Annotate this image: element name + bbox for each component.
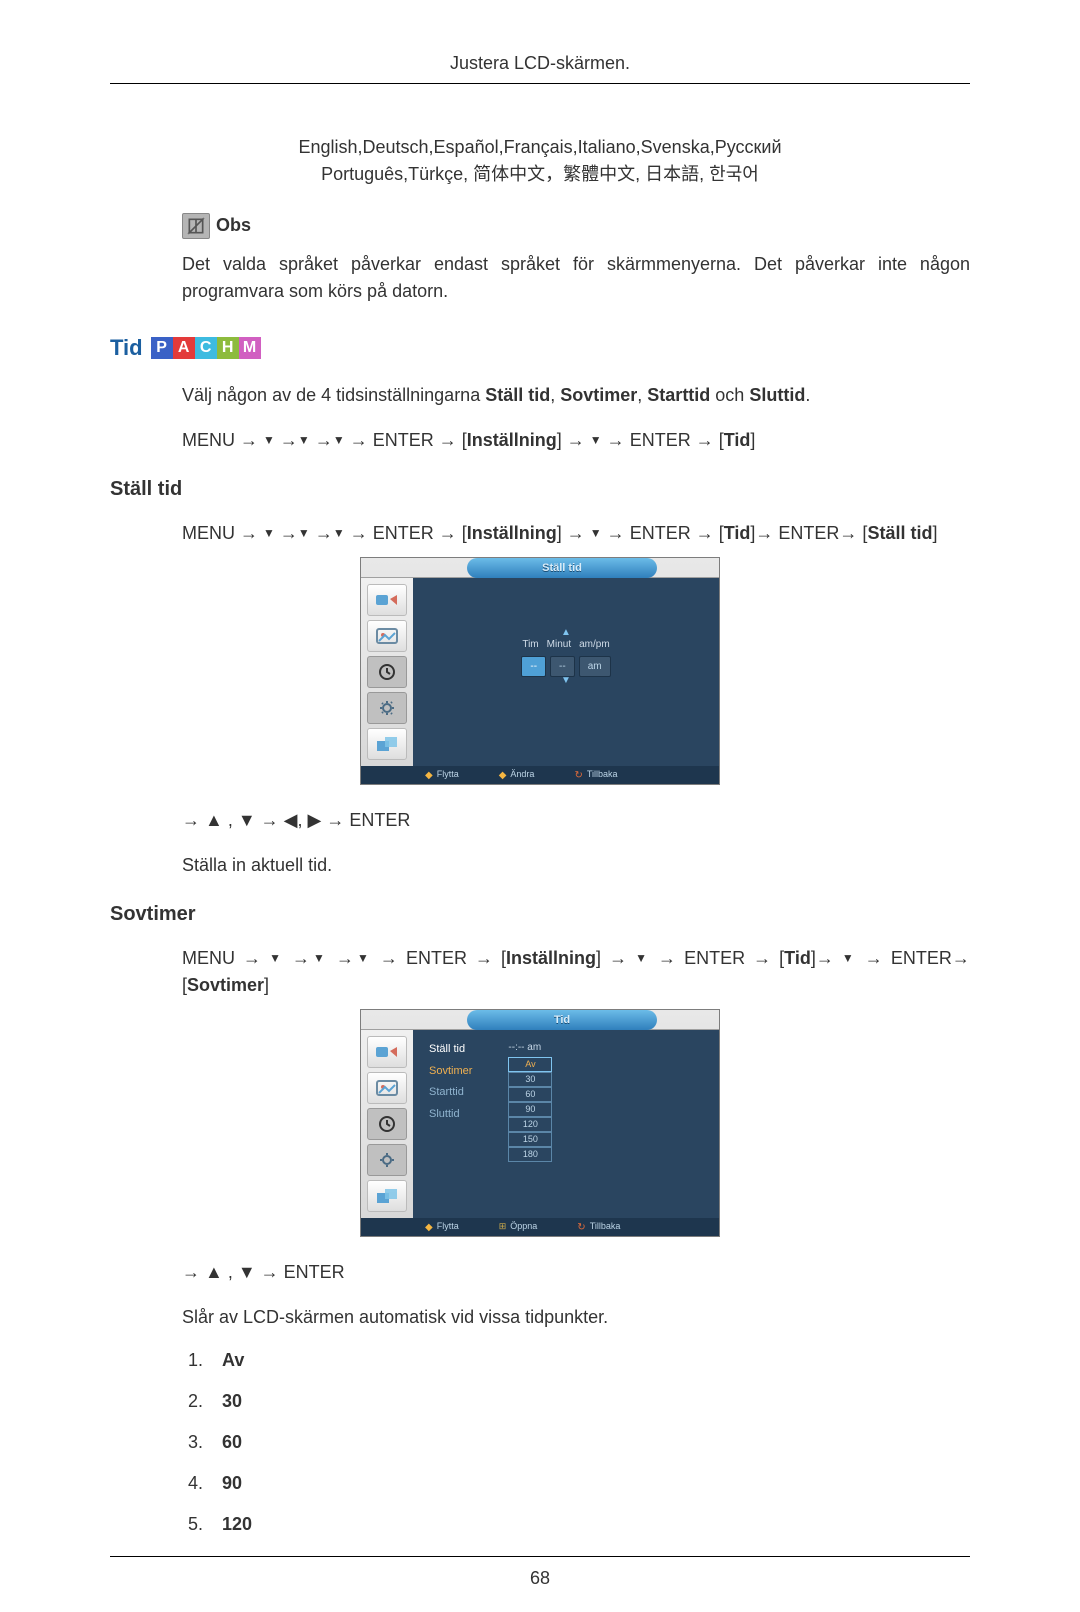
option-item: 60 <box>208 1429 970 1456</box>
languages-line-2: Português,Türkçe, 简体中文，繁體中文, 日本語, 한국어 <box>110 161 970 188</box>
stalltid-nav-line: MENU → ▼ →▼ →▼ → ENTER → [Inställning] →… <box>182 520 970 547</box>
pachm-h: H <box>217 337 239 359</box>
osd-left-item: Starttid <box>429 1083 472 1102</box>
pachm-p: P <box>151 337 173 359</box>
section-tid-title: Tid <box>110 331 143 364</box>
page-number: 68 <box>110 1565 970 1592</box>
page-header-title: Justera LCD-skärmen. <box>110 50 970 84</box>
languages-line-1: English,Deutsch,Español,Français,Italian… <box>110 134 970 161</box>
osd-icon-multi <box>367 1180 407 1212</box>
osd-left-item: Sluttid <box>429 1105 472 1124</box>
tid-b4: Sluttid <box>749 385 805 405</box>
tid-intro-before: Välj någon av de 4 tidsinställningarna <box>182 385 485 405</box>
option-item: 90 <box>208 1470 970 1497</box>
option-item: Av <box>208 1347 970 1374</box>
option-item: 120 <box>208 1511 970 1538</box>
osd-icon-picture <box>367 1072 407 1104</box>
osd-icon-setup <box>367 1144 407 1176</box>
osd-opt: 150 <box>508 1132 552 1147</box>
sovtimer-desc: Slår av LCD-skärmen automatisk vid vissa… <box>182 1304 970 1331</box>
osd-icon-time <box>367 1108 407 1140</box>
osd-opt: 120 <box>508 1117 552 1132</box>
obs-label: Obs <box>216 212 251 239</box>
pachm-m: M <box>239 337 261 359</box>
tid-nav-line: MENU → ▼ →▼ →▼ → ENTER → [Inställning] →… <box>182 427 970 454</box>
obs-text: Det valda språket påverkar endast språke… <box>182 251 970 305</box>
pachm-badges: PACHM <box>151 337 261 359</box>
osd-sovtimer: Tid Ställ tidSovtimerStarttidSluttid --:… <box>360 1009 720 1237</box>
stalltid-desc: Ställa in aktuell tid. <box>182 852 970 879</box>
pachm-a: A <box>173 337 195 359</box>
sovtimer-options-list: Av 30 60 90 120 <box>208 1347 970 1538</box>
osd-icon-input <box>367 1036 407 1068</box>
sovtimer-keys: → ▲ , ▼ → ENTER <box>182 1259 970 1286</box>
osd-icon-picture <box>367 620 407 652</box>
osd-sidebar <box>361 578 413 766</box>
stalltid-keys: → ▲ , ▼ → ◀, ▶ → ENTER <box>182 807 970 834</box>
osd-stalltid: Ställ tid ▲ Tim Minut am/pm <box>360 557 720 785</box>
tid-b1: Ställ tid <box>485 385 550 405</box>
osd-icon-multi <box>367 728 407 760</box>
osd-opt: 30 <box>508 1072 552 1087</box>
pachm-c: C <box>195 337 217 359</box>
sovtimer-nav-line: MENU → ▼ →▼ →▼ → ENTER → [Inställning] →… <box>182 945 970 999</box>
osd-sovtimer-tab: Tid <box>467 1010 657 1030</box>
note-icon <box>182 213 210 239</box>
osd-opt: 60 <box>508 1087 552 1102</box>
osd-icon-setup <box>367 692 407 724</box>
subsection-sovtimer-title: Sovtimer <box>110 899 970 929</box>
subsection-stalltid-title: Ställ tid <box>110 474 970 504</box>
tid-b3: Starttid <box>647 385 710 405</box>
osd-left-item: Ställ tid <box>429 1040 472 1059</box>
osd-icon-time <box>367 656 407 688</box>
osd-sidebar <box>361 1030 413 1218</box>
tid-b2: Sovtimer <box>560 385 637 405</box>
osd-icon-input <box>367 584 407 616</box>
osd-stalltid-tab: Ställ tid <box>467 558 657 578</box>
osd-opt: Av <box>508 1057 552 1072</box>
option-item: 30 <box>208 1388 970 1415</box>
osd-opt: 180 <box>508 1147 552 1162</box>
osd-opt: 90 <box>508 1102 552 1117</box>
osd-left-item: Sovtimer <box>429 1062 472 1081</box>
